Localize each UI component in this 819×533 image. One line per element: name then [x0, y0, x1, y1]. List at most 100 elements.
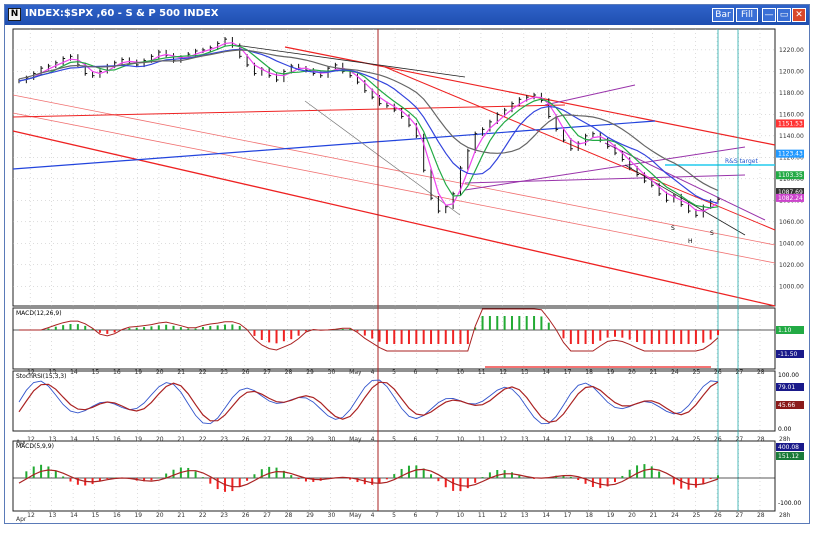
x-tick-label-stoch: 27: [263, 369, 271, 376]
x-tick-label-bottom: 21: [650, 512, 658, 519]
close-icon[interactable]: ✕: [792, 8, 806, 22]
price-tag: [776, 193, 804, 202]
price-tag-label: 1151.53: [778, 120, 803, 127]
x-tick-label-bottom: 29: [306, 512, 314, 519]
price-tag-label: 1123.43: [778, 151, 803, 158]
x-tick-label-bottom: 12: [27, 512, 35, 519]
x-tick-label-stoch: 21: [650, 369, 658, 376]
macd2-value-label: 151.12: [778, 453, 799, 460]
fill-style-button[interactable]: Fill: [736, 8, 758, 22]
x-tick-label-macd2: 5: [392, 436, 396, 443]
x-tick-label-macd2: 14: [70, 436, 78, 443]
chart-area: R&S target S S H MACD(12,26,9) StochRSI(…: [12, 28, 804, 523]
x-tick-label-macd2: 26: [242, 436, 250, 443]
gridlines: [13, 29, 775, 511]
x-tick-label-stoch: 28: [285, 369, 293, 376]
x-tick-label-macd2: 20: [156, 436, 164, 443]
macd-plot: [13, 308, 775, 368]
x-tick-label-macd2: 20: [628, 436, 636, 443]
price-tag-label: 1082.24: [778, 195, 803, 202]
x-tick-label-stoch: 24: [671, 369, 679, 376]
x-tick-label-stoch: 17: [564, 369, 572, 376]
x-tick-label-bottom: 12: [499, 512, 507, 519]
trendline: [234, 44, 466, 78]
x-end-label: 28h: [779, 436, 791, 443]
shoulder-label: S: [710, 230, 714, 237]
x-tick-label-bottom: 19: [134, 512, 142, 519]
trendline: [384, 66, 776, 231]
x-tick-label-bottom: 28: [285, 512, 293, 519]
y-tick-label: 1020.00: [779, 262, 804, 269]
x-tick-label-bottom: 24: [671, 512, 679, 519]
macd2-value-tag: [776, 452, 804, 460]
x-tick-label-stoch: 26: [242, 369, 250, 376]
x-tick-label-macd2: 13: [521, 436, 529, 443]
stoch-title: StochRSI(15,3,3): [16, 373, 66, 380]
minimize-icon[interactable]: —: [762, 8, 776, 22]
x-tick-label-macd2: 23: [220, 436, 228, 443]
x-tick-label-stoch: 20: [628, 369, 636, 376]
x-tick-label-stoch: 14: [542, 369, 550, 376]
macd2-plot: [13, 464, 775, 492]
x-tick-label-macd2: 18: [585, 436, 593, 443]
month-label: Apr: [16, 516, 27, 523]
stoch-value-label: 100.00: [778, 372, 799, 379]
x-tick-label-stoch: 11: [478, 369, 486, 376]
x-tick-label-bottom: 16: [113, 512, 121, 519]
x-tick-label-stoch: 7: [435, 369, 439, 376]
x-axis-labels: 12 12 12 13 13 13 14 14 14 15 15 15 16 16 16 19 19 19 20 20…: [16, 369, 791, 523]
macd-value-tag: [776, 326, 804, 334]
y-tick-label: 1060.00: [779, 219, 804, 226]
stoch-fast-line: [18, 379, 719, 425]
x-tick-label-macd2: 27: [263, 436, 271, 443]
trendline: [464, 174, 746, 184]
x-tick-label-macd2: May: [349, 436, 362, 443]
stoch-value-label: 45.66: [778, 402, 795, 409]
x-tick-label-stoch: 22: [199, 369, 207, 376]
macd2-value-label: 400.08: [778, 444, 799, 451]
y-tick-label: 1220.00: [779, 47, 804, 54]
y-tick-label: 1140.00: [779, 133, 804, 140]
x-tick-label-macd2: 17: [564, 436, 572, 443]
macd-signal-line: [19, 308, 719, 352]
x-tick-label-bottom: 10: [456, 512, 464, 519]
x-tick-label-stoch: 30: [328, 369, 336, 376]
x-tick-label-macd2: 12: [499, 436, 507, 443]
x-tick-label-macd2: 11: [478, 436, 486, 443]
maximize-icon[interactable]: ▭: [777, 8, 791, 22]
x-tick-label-bottom: 20: [628, 512, 636, 519]
stoch-panel-frame: [12, 370, 776, 432]
x-tick-label-macd2: 10: [456, 436, 464, 443]
window-title: INDEX:$SPX ,60 - S & P 500 INDEX: [25, 8, 219, 19]
x-tick-label-bottom: 11: [478, 512, 486, 519]
x-tick-label-bottom: 22: [199, 512, 207, 519]
x-tick-label-bottom: 23: [220, 512, 228, 519]
x-tick-label-macd2: 28: [285, 436, 293, 443]
stoch-value-label: 79.01: [778, 384, 795, 391]
x-tick-label-bottom: 26: [242, 512, 250, 519]
x-tick-label-bottom: 14: [70, 512, 78, 519]
x-tick-label-bottom: 25: [693, 512, 701, 519]
y-tick-label: 1100.00: [779, 176, 804, 183]
y-tick-label: 1200.00: [779, 68, 804, 75]
x-tick-label-stoch: May: [349, 369, 362, 376]
bar-style-button[interactable]: Bar: [712, 8, 734, 22]
x-tick-label-bottom: 27: [736, 512, 744, 519]
head-label: H: [688, 238, 693, 245]
x-tick-label-macd2: 15: [92, 436, 100, 443]
y-tick-label: 1120.00: [779, 154, 804, 161]
x-tick-label-stoch: 19: [607, 369, 615, 376]
price-tag-label: 1103.35: [778, 172, 803, 179]
x-tick-label-bottom: 7: [435, 512, 439, 519]
trendline: [12, 130, 776, 307]
y-tick-label: 1000.00: [779, 283, 804, 290]
x-tick-label-bottom: 15: [92, 512, 100, 519]
moving-averages: [18, 42, 719, 212]
x-tick-label-macd2: 7: [435, 436, 439, 443]
x-tick-label-bottom: 6: [414, 512, 418, 519]
month-label: Apr: [16, 439, 27, 446]
x-tick-label-macd2: 13: [49, 436, 57, 443]
trendlines: [12, 29, 776, 511]
trendline: [12, 104, 566, 118]
trendline: [12, 94, 776, 246]
